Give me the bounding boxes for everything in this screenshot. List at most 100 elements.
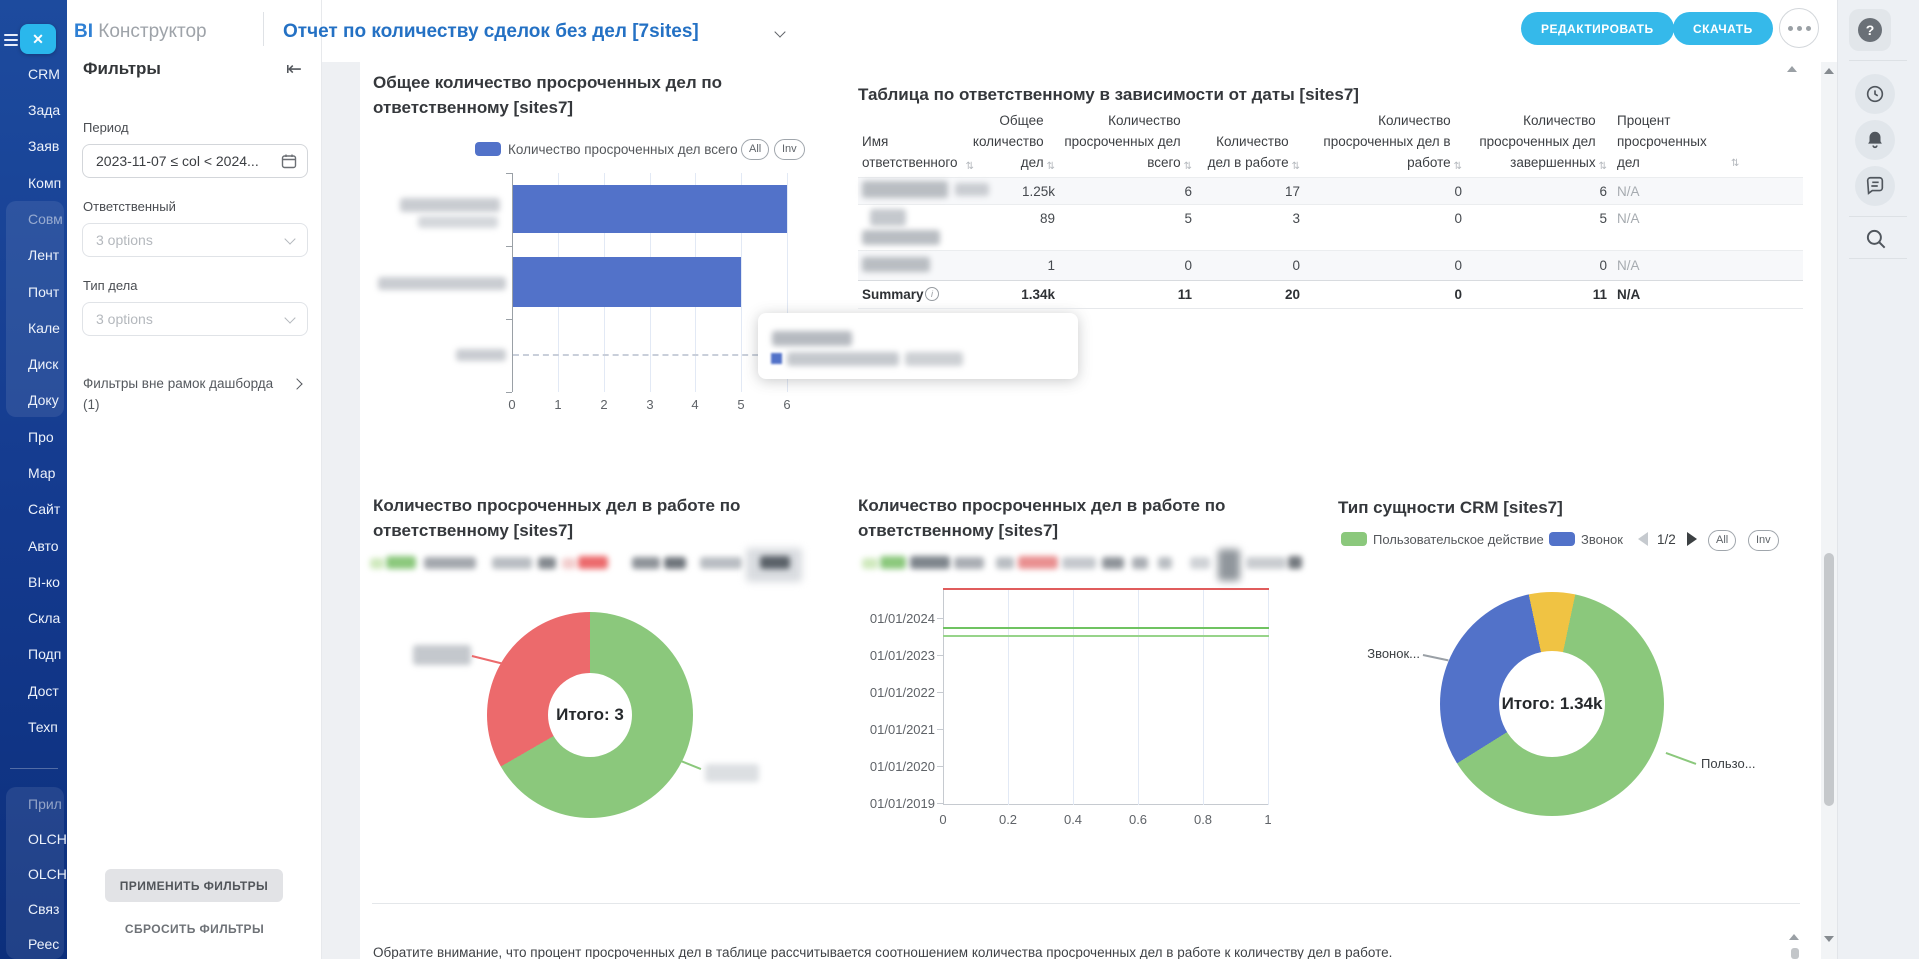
- sidebar-item-processes[interactable]: Про: [28, 429, 54, 445]
- chart-title: Тип сущности CRM [sites7]: [1338, 498, 1563, 517]
- sort-icon[interactable]: ⇅: [965, 160, 974, 172]
- x-tick: 0: [508, 397, 516, 412]
- sort-icon[interactable]: ⇅: [1183, 160, 1192, 172]
- legend-swatch[interactable]: [475, 142, 501, 156]
- table-cell: 1.25k: [1021, 184, 1055, 199]
- legend-next-icon[interactable]: [1687, 532, 1697, 546]
- sort-icon[interactable]: ⇅: [1598, 160, 1607, 172]
- chat-icon: [1866, 176, 1884, 195]
- report-title[interactable]: Отчет по количеству сделок без дел [7sit…: [283, 21, 699, 42]
- note-scroll-up-icon[interactable]: [1789, 934, 1799, 940]
- app-logo: BI Конструктор: [74, 21, 207, 42]
- table-cell: 1: [1047, 258, 1055, 273]
- apply-filters-button[interactable]: ПРИМЕНИТЬ ФИЛЬТРЫ: [105, 869, 283, 902]
- sidebar-item-sites[interactable]: Сайт: [28, 501, 61, 517]
- bar-value-5[interactable]: [513, 257, 741, 307]
- table-row[interactable]: [858, 177, 1803, 204]
- inner-scroll-up-icon[interactable]: [1787, 66, 1797, 72]
- legend-swatch-blue[interactable]: [1549, 532, 1575, 546]
- sidebar-item-olch1[interactable]: OLCH: [28, 831, 67, 847]
- column-header[interactable]: Количество просроченных дел всего ⇅: [1042, 112, 1192, 174]
- sidebar-item-olch2[interactable]: OLCH: [28, 866, 67, 882]
- legend-label[interactable]: Количество просроченных дел всего: [508, 142, 738, 157]
- info-icon[interactable]: i: [925, 287, 939, 301]
- sidebar-item-links[interactable]: Связ: [28, 901, 60, 917]
- sidebar-item-tasks[interactable]: Зада: [28, 102, 61, 118]
- legend-all-button[interactable]: All: [741, 139, 770, 160]
- sidebar-item-crm[interactable]: CRM: [28, 66, 60, 82]
- column-header[interactable]: Количество просроченных дел в работе ⇅: [1312, 112, 1462, 174]
- notifications-button[interactable]: [1855, 120, 1895, 160]
- page-scroll-thumb[interactable]: [1824, 553, 1834, 806]
- clock-icon: [1866, 85, 1884, 103]
- legend-all-button[interactable]: All: [1708, 530, 1737, 551]
- collapse-panel-icon[interactable]: ⇤: [286, 58, 302, 80]
- search-button[interactable]: [1863, 226, 1889, 257]
- column-header[interactable]: Количество просроченных дел завершенных ⇅: [1457, 112, 1607, 174]
- sidebar-item-calendar[interactable]: Кале: [28, 320, 60, 336]
- blurred-legend: [578, 556, 608, 569]
- toolbar-divider: [1849, 258, 1907, 259]
- column-header[interactable]: Процент просроченных дел: [1617, 113, 1707, 171]
- table-cell: N/A: [1617, 287, 1641, 302]
- sort-icon[interactable]: ⇅: [1453, 160, 1462, 172]
- blurred-legend: [880, 556, 906, 569]
- sidebar-item-access[interactable]: Дост: [28, 683, 59, 699]
- note-scroll-thumb[interactable]: [1791, 948, 1799, 959]
- legend-swatch-green[interactable]: [1341, 532, 1367, 546]
- table-cell: 5: [1184, 211, 1192, 226]
- sidebar-item-company[interactable]: Комп: [28, 175, 62, 191]
- close-icon[interactable]: ✕: [20, 24, 56, 54]
- column-header[interactable]: Количество дел в работе ⇅: [1190, 112, 1300, 174]
- period-input[interactable]: 2023-11-07 ≤ col < 2024...: [82, 144, 308, 178]
- reset-filters-button[interactable]: СБРОСИТЬ ФИЛЬТРЫ: [124, 922, 265, 936]
- sidebar-item-support[interactable]: Техп: [28, 719, 58, 735]
- sidebar-item-requests[interactable]: Заяв: [28, 138, 60, 154]
- edit-button[interactable]: РЕДАКТИРОВАТЬ: [1521, 12, 1674, 45]
- outside-filters-count: (1): [83, 397, 100, 412]
- outside-filters-label[interactable]: Фильтры вне рамок дашборда: [83, 376, 274, 391]
- bar-value-6[interactable]: [513, 185, 787, 233]
- more-actions-button[interactable]: [1779, 8, 1819, 48]
- legend-inv-button[interactable]: Inv: [774, 139, 805, 160]
- table-cell: 1.34k: [1021, 287, 1055, 302]
- sort-icon[interactable]: ⇅: [1731, 158, 1740, 169]
- left-nav: CRM Зада Заяв Комп Совм Лент Почт Кале Д…: [0, 0, 67, 959]
- scroll-up-icon[interactable]: [1824, 68, 1834, 74]
- blurred-legend: [1102, 557, 1124, 569]
- timer-button[interactable]: [1855, 74, 1895, 114]
- blurred-legend: [954, 557, 984, 569]
- calendar-icon: [281, 154, 297, 169]
- sidebar-item-feed[interactable]: Лент: [28, 247, 60, 263]
- sidebar-item-bi[interactable]: BI-ко: [28, 574, 60, 590]
- chart-title: Количество просроченных дел в работе по …: [373, 496, 741, 540]
- download-button[interactable]: СКАЧАТЬ: [1673, 12, 1773, 45]
- sidebar-item-automation[interactable]: Авто: [28, 538, 59, 554]
- legend-label[interactable]: Звонок: [1581, 532, 1623, 547]
- deal-type-select[interactable]: 3 options: [82, 302, 308, 336]
- sort-icon[interactable]: ⇅: [1046, 160, 1055, 172]
- legend-inv-button[interactable]: Inv: [1748, 530, 1779, 551]
- sidebar-item-warehouse[interactable]: Скла: [28, 610, 61, 626]
- legend-prev-icon[interactable]: [1638, 532, 1648, 546]
- responsible-select[interactable]: 3 options: [82, 223, 308, 257]
- sidebar-item-registry[interactable]: Реес: [28, 936, 60, 952]
- blurred-legend: [1288, 556, 1302, 569]
- messenger-button[interactable]: [1855, 166, 1895, 206]
- legend-label[interactable]: Пользовательское действие: [1373, 532, 1544, 547]
- help-button[interactable]: ?: [1849, 9, 1891, 51]
- hamburger-icon[interactable]: [4, 31, 18, 49]
- sidebar-item-documents[interactable]: Доку: [28, 392, 59, 408]
- column-header[interactable]: Общее количество дел ⇅: [965, 112, 1055, 174]
- callout-line: [1422, 654, 1449, 661]
- scroll-down-icon[interactable]: [1824, 936, 1834, 942]
- sidebar-item-sign[interactable]: Подп: [28, 646, 62, 662]
- sidebar-item-drive[interactable]: Диск: [28, 356, 59, 372]
- page-scrollbar[interactable]: [1821, 62, 1837, 959]
- sidebar-item-marketing[interactable]: Мар: [28, 465, 56, 481]
- sort-icon[interactable]: ⇅: [1291, 160, 1300, 172]
- sidebar-item-mail[interactable]: Почт: [28, 284, 60, 300]
- table-row[interactable]: [858, 250, 1803, 280]
- column-header[interactable]: Имя ответственного ⇅: [862, 112, 974, 174]
